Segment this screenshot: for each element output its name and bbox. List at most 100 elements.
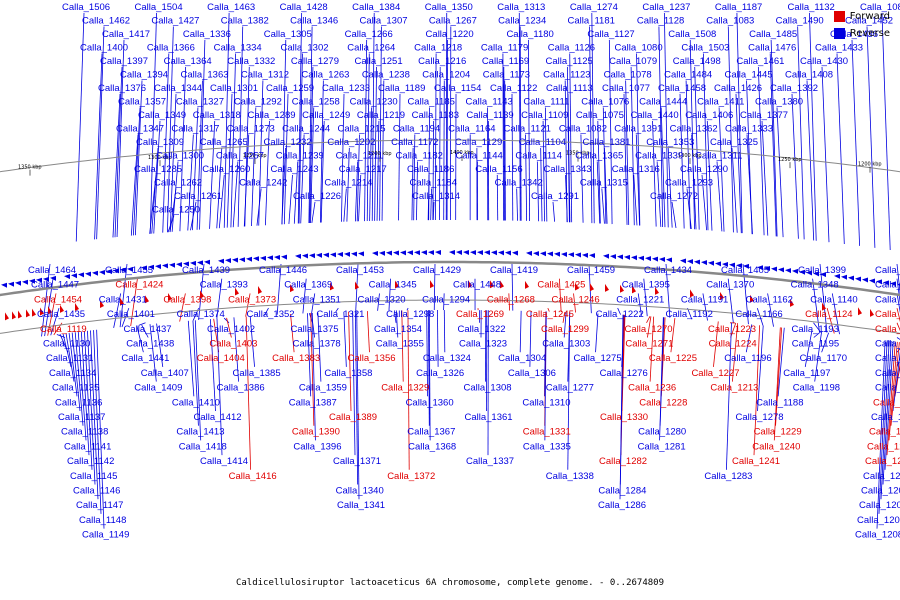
gene-connector	[636, 53, 641, 226]
gene-connector	[167, 215, 175, 233]
reverse-gene-arrow	[393, 250, 399, 256]
gene-label: Calla_1266	[345, 29, 393, 40]
gene-label: Calla_1311	[695, 151, 742, 162]
gene-label: Calla_1193	[792, 324, 839, 335]
gene-label: Calla_1385	[233, 368, 281, 379]
gene-label: Calla_1384	[352, 2, 400, 13]
reverse-gene-arrow	[806, 270, 812, 276]
gene-connector	[311, 312, 316, 441]
gene-connector	[756, 307, 764, 326]
gene-label: Calla_1377	[740, 110, 788, 121]
gene-label: Calla_1440	[631, 110, 679, 121]
forward-gene-arrow	[48, 306, 52, 315]
gene-label: Calla_1185	[408, 97, 455, 108]
gene-connector	[896, 357, 900, 368]
reverse-gene-arrow	[225, 258, 231, 264]
gene-connector	[562, 312, 566, 323]
forward-gene-arrow	[395, 280, 399, 289]
gene-label: Calla_1401	[107, 309, 155, 320]
gene-label: Calla_1376	[98, 83, 146, 94]
gene-connector	[735, 93, 742, 234]
gene-connector	[293, 161, 299, 224]
gene-label: Calla_1083	[706, 16, 754, 27]
gene-connector	[658, 26, 664, 227]
forward-swatch	[833, 11, 845, 22]
gene-label: Calla_1445	[725, 70, 773, 81]
gene-label: Calla_1219	[357, 110, 405, 121]
gene-connector	[608, 39, 613, 225]
forward-gene-arrow	[525, 280, 529, 289]
gene-connector	[190, 201, 197, 231]
gene-label: Calla_1170	[800, 353, 847, 364]
gene-label: Calla_1369	[284, 280, 332, 291]
reverse-gene-arrow	[316, 252, 322, 258]
gene-label: Calla_1196	[724, 353, 771, 364]
gene-connector	[216, 147, 223, 229]
gene-label: Calla_1361	[465, 412, 513, 423]
gene-label: Calla_1132	[787, 2, 834, 13]
gene-label: Calla_1127	[587, 29, 634, 40]
gene-connector	[407, 310, 410, 470]
gene-label: Calla_1164	[448, 124, 495, 135]
forward-gene-arrow	[12, 311, 16, 320]
gene-label: Calla_1199	[869, 427, 900, 438]
gene-label: Calla_1476	[748, 43, 796, 54]
gene-label: Calla_1126	[548, 43, 595, 54]
gene-connector	[319, 80, 324, 223]
reverse-gene-arrow	[456, 250, 462, 256]
gene-connector	[685, 80, 691, 229]
gene-connector	[320, 120, 325, 223]
gene-label: Calla_1306	[508, 368, 556, 379]
reverse-gene-arrow	[498, 250, 504, 256]
gene-connector	[151, 147, 159, 234]
gene-label: Calla_1223	[708, 324, 756, 335]
gene-label: Calla_1230	[350, 97, 398, 108]
gene-label: Calla_1426	[714, 83, 762, 94]
gene-label: Calla_1142	[67, 456, 114, 467]
gene-connector	[731, 147, 738, 233]
gene-connector	[496, 174, 499, 221]
gene-label: Calla_1225	[649, 353, 697, 364]
gene-connector	[882, 340, 892, 485]
forward-gene-arrow	[355, 281, 359, 290]
gene-connector	[659, 317, 664, 441]
gene-label: Calla_1261	[174, 191, 222, 202]
gene-label: Calla_1122	[490, 83, 537, 94]
reverse-gene-arrow	[421, 250, 427, 256]
legend-reverse: Reverse	[833, 25, 890, 42]
gene-connector	[433, 263, 436, 311]
gene-label: Calla_1202	[327, 137, 375, 148]
reverse-gene-arrow	[477, 250, 483, 256]
gene-label: Calla_1407	[141, 368, 189, 379]
gene-label: Calla_1207	[857, 515, 900, 526]
gene-connector	[377, 293, 380, 311]
ruler-label: 1200 kbp	[368, 151, 392, 157]
gene-connector	[62, 333, 72, 367]
gene-connector	[726, 322, 732, 470]
gene-connector	[192, 107, 199, 231]
gene-connector	[388, 278, 391, 311]
gene-label: Calla_1179	[481, 43, 528, 54]
reverse-gene-arrow	[141, 265, 147, 271]
gene-connector	[730, 322, 737, 338]
gene-connector	[199, 39, 206, 230]
reverse-gene-arrow	[22, 279, 28, 285]
gene-connector	[821, 332, 830, 353]
gene-label: Calla_1294	[422, 294, 470, 305]
gene-label: Calla_1166	[735, 309, 782, 320]
gene-label: Calla_1398	[163, 294, 211, 305]
gene-connector	[309, 66, 314, 224]
reverse-gene-arrow	[232, 257, 238, 263]
gene-label: Calla_1397	[100, 56, 148, 67]
reverse-gene-arrow	[323, 252, 329, 258]
gene-connector	[251, 107, 257, 227]
forward-gene-arrow	[120, 297, 124, 306]
forward-gene-arrow	[430, 280, 434, 289]
gene-connector	[552, 201, 556, 222]
reverse-gene-arrow	[708, 260, 714, 266]
reverse-gene-arrow	[722, 261, 728, 267]
reverse-gene-arrow	[645, 256, 651, 262]
gene-label: Calla_1375	[291, 324, 339, 335]
reverse-gene-arrow	[379, 250, 385, 256]
gene-label: Calla_1347	[116, 124, 164, 135]
